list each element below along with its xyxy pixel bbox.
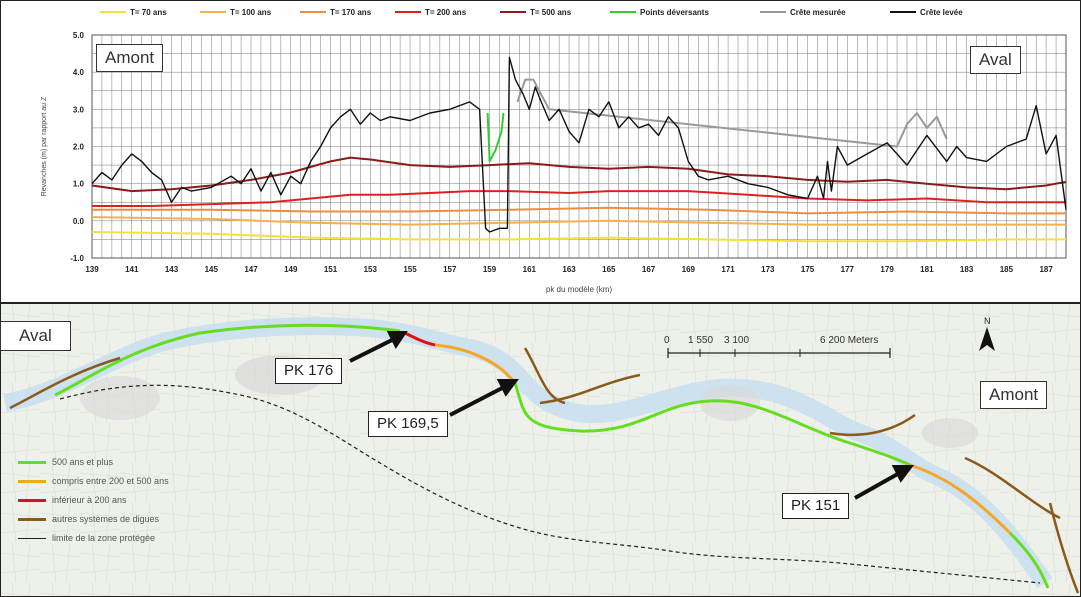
series-line-4 (91, 156, 1067, 193)
legend-label: 500 ans et plus (52, 457, 114, 467)
river (3, 317, 1053, 589)
legend-label-6: Crête mesurée (790, 8, 846, 17)
series-line-5 (486, 112, 505, 163)
chart-panel: 5.0 4.0 3.0 2.0 1.0 0.0 -1.0 139 141 143 145 147 149… (0, 0, 1081, 303)
x-tick-label: 183 (960, 265, 974, 274)
x-tick-label: 159 (483, 265, 497, 274)
legend-swatch (18, 498, 46, 502)
legend-item-green: 500 ans et plus (18, 455, 113, 469)
legend-item-brown: autres systèmes de digues (18, 512, 159, 526)
legend-label: compris entre 200 et 500 ans (52, 476, 169, 486)
x-tick-label: 187 (1039, 265, 1053, 274)
x-tick-label: 139 (85, 265, 99, 274)
x-tick-label: 165 (602, 265, 616, 274)
series-line-7 (91, 56, 1067, 233)
x-tick-label: 179 (880, 265, 894, 274)
y-tick-label: 1.0 (73, 180, 85, 189)
legend-label-7: Crête levée (920, 8, 963, 17)
pk-169-5-label: PK 169,5 (368, 411, 448, 437)
map-upstream-label: Amont (980, 381, 1048, 409)
series-line-0 (91, 231, 1066, 243)
y-tick-label: -1.0 (70, 254, 84, 263)
scale-tick-2: 3 100 (724, 335, 749, 346)
x-tick-label: 141 (125, 265, 139, 274)
scale-tick-3: 6 200 Meters (820, 335, 878, 346)
x-tick-label: 143 (165, 265, 179, 274)
legend-swatch (18, 537, 46, 539)
other-dike-4 (829, 413, 916, 437)
map-downstream-label: Aval (0, 321, 71, 351)
y-tick-label: 3.0 (73, 105, 85, 114)
x-tick-label: 185 (1000, 265, 1014, 274)
dike-green-west (54, 323, 401, 397)
series-line-6 (516, 78, 948, 148)
x-tick-label: 145 (205, 265, 219, 274)
x-tick-label: 151 (324, 265, 338, 274)
map-legend: 500 ans et plus compris entre 200 et 500… (18, 455, 268, 555)
x-tick-label: 163 (562, 265, 576, 274)
series-line-2 (92, 206, 1066, 215)
x-axis-label: pk du modèle (km) (546, 285, 613, 294)
x-tick-label: 149 (284, 265, 298, 274)
legend-label: autres systèmes de digues (52, 514, 160, 524)
x-tick-label: 177 (841, 265, 855, 274)
other-dike-1 (9, 356, 121, 410)
dike-red (404, 331, 436, 347)
x-tick-label: 175 (801, 265, 815, 274)
legend-item-red: inférieur à 200 ans (18, 493, 127, 507)
scale-tick-0: 0 (664, 335, 670, 346)
pk-151-label: PK 151 (782, 493, 850, 519)
y-axis-label: Revanches (m) par rapport au Z (41, 96, 48, 196)
legend-item-orange: compris entre 200 et 500 ans (18, 474, 169, 488)
chart-upstream-label: Amont (96, 44, 164, 72)
dike-green-mid (513, 382, 911, 467)
legend-label-0: T= 70 ans (130, 8, 167, 17)
dike-green-east (1008, 531, 1050, 589)
x-tick-label: 153 (364, 265, 378, 274)
x-tick-label: 169 (682, 265, 696, 274)
legend-label: inférieur à 200 ans (52, 495, 127, 505)
x-tick-label: 181 (920, 265, 934, 274)
x-tick-label: 171 (721, 265, 735, 274)
legend-swatch (18, 460, 46, 464)
other-dike-2 (523, 347, 566, 405)
dike-orange-1 (434, 343, 517, 384)
scale-bar: 0 1 550 3 100 6 200 Meters (664, 335, 891, 358)
y-tick-label: 4.0 (73, 68, 85, 77)
legend-label-1: T= 100 ans (230, 8, 272, 17)
x-tick-label: 157 (443, 265, 457, 274)
x-tick-label: 167 (642, 265, 656, 274)
north-arrow-icon: N (979, 316, 995, 351)
x-tick-label: 161 (523, 265, 537, 274)
legend-label-3: T= 200 ans (425, 8, 467, 17)
north-label: N (984, 316, 991, 326)
chart-downstream-label: Aval (970, 46, 1021, 74)
legend-label: limite de la zone protégée (52, 533, 156, 543)
other-dike-6 (1048, 502, 1080, 594)
x-tick-label: 173 (761, 265, 775, 274)
series-line-3 (92, 190, 1066, 207)
legend-swatch (18, 479, 46, 483)
legend-label-5: Points déversants (640, 8, 709, 17)
y-tick-label: 5.0 (73, 31, 85, 40)
legend-swatch (18, 517, 46, 521)
dike-orange-2 (909, 463, 1012, 535)
legend-item-black: limite de la zone protégée (18, 531, 155, 545)
legend-label-4: T= 500 ans (530, 8, 572, 17)
y-tick-label: 2.0 (73, 143, 85, 152)
x-tick-label: 155 (403, 265, 417, 274)
scale-tick-1: 1 550 (688, 335, 713, 346)
other-dike-3 (539, 373, 641, 405)
x-tick-label: 147 (244, 265, 258, 274)
other-dike-5 (964, 456, 1061, 520)
map-panel: 0 1 550 3 100 6 200 Meters Aval Amont PK… (0, 303, 1081, 597)
protected-zone-limit (59, 384, 1041, 584)
pk-arrows (349, 331, 914, 500)
series-line-1 (91, 216, 1066, 226)
pk-176-label: PK 176 (275, 358, 343, 384)
y-tick-label: 0.0 (73, 217, 85, 226)
legend-label-2: T= 170 ans (330, 8, 372, 17)
map-background: 0 1 550 3 100 6 200 Meters (0, 303, 1081, 597)
